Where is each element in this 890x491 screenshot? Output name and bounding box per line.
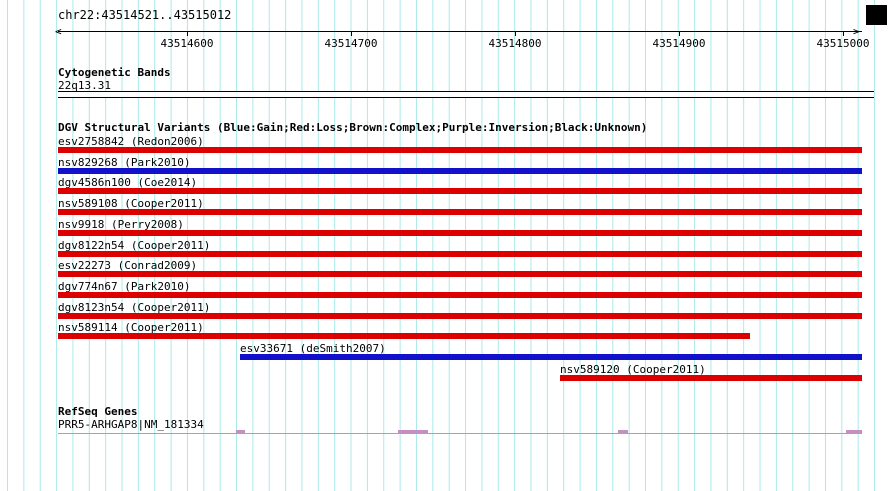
variant-bar[interactable]: [58, 292, 862, 298]
refseq-track-title: RefSeq Genes: [58, 405, 138, 418]
ruler-tick-label: 43514900: [652, 37, 706, 50]
variant-bar[interactable]: [560, 375, 862, 381]
variant-bar[interactable]: [58, 313, 862, 319]
gene-exon: [236, 430, 245, 434]
gene-intron-line: [58, 433, 862, 434]
scroll-right-arrow-icon[interactable]: >: [853, 25, 860, 38]
gene-glyph[interactable]: [58, 428, 862, 437]
ruler-tick-label: 43515000: [816, 37, 870, 50]
variant-label[interactable]: dgv8123n54 (Cooper2011): [58, 301, 211, 314]
coordinate-ruler: < > 43514600 43514700 43514800 43514900 …: [55, 25, 869, 54]
variant-label[interactable]: nsv589114 (Cooper2011): [58, 321, 204, 334]
variant-label[interactable]: esv2758842 (Redon2006): [58, 135, 204, 148]
variant-label[interactable]: dgv774n67 (Park2010): [58, 280, 191, 293]
variant-label[interactable]: nsv829268 (Park2010): [58, 156, 191, 169]
variant-bar[interactable]: [58, 188, 862, 194]
variant-label[interactable]: nsv9918 (Perry2008): [58, 218, 184, 231]
cytoband-label: 22q13.31: [58, 79, 111, 92]
gene-exon: [398, 430, 428, 434]
ruler-tick: [187, 32, 188, 36]
variant-label[interactable]: esv33671 (deSmith2007): [240, 342, 386, 355]
variant-label[interactable]: nsv589120 (Cooper2011): [560, 363, 706, 376]
ruler-tick: [843, 32, 844, 36]
dgv-track-title: DGV Structural Variants (Blue:Gain;Red:L…: [58, 121, 648, 134]
variant-bar[interactable]: [58, 271, 862, 277]
variant-bar[interactable]: [240, 354, 862, 360]
variant-bar[interactable]: [58, 147, 862, 153]
scroll-left-arrow-icon[interactable]: <: [55, 25, 62, 38]
cytoband-rect: [58, 91, 874, 98]
variant-label[interactable]: dgv4586n100 (Coe2014): [58, 176, 198, 189]
cytobands-track-title: Cytogenetic Bands: [58, 66, 171, 79]
variant-bar[interactable]: [58, 230, 862, 236]
ruler-tick: [351, 32, 352, 36]
ruler-tick-label: 43514600: [160, 37, 214, 50]
ruler-tick: [515, 32, 516, 36]
gene-exon: [846, 430, 862, 434]
ruler-tick-label: 43514800: [488, 37, 542, 50]
corner-marker: [866, 5, 887, 25]
variant-bar[interactable]: [58, 251, 862, 257]
variant-bar[interactable]: [58, 333, 750, 339]
variant-bar[interactable]: [58, 209, 862, 215]
region-coordinates-label: chr22:43514521..43515012: [58, 8, 232, 22]
ruler-tick-label: 43514700: [324, 37, 378, 50]
dgv-variants-track: esv2758842 (Redon2006) nsv829268 (Park20…: [58, 136, 870, 386]
gene-exon: [618, 430, 628, 434]
variant-bar[interactable]: [58, 168, 862, 174]
variant-label[interactable]: nsv589108 (Cooper2011): [58, 197, 204, 210]
variant-label[interactable]: dgv8122n54 (Cooper2011): [58, 239, 211, 252]
ruler-tick: [679, 32, 680, 36]
variant-label[interactable]: esv22273 (Conrad2009): [58, 259, 198, 272]
gene-label[interactable]: PRR5-ARHGAP8|NM_181334: [58, 418, 204, 431]
